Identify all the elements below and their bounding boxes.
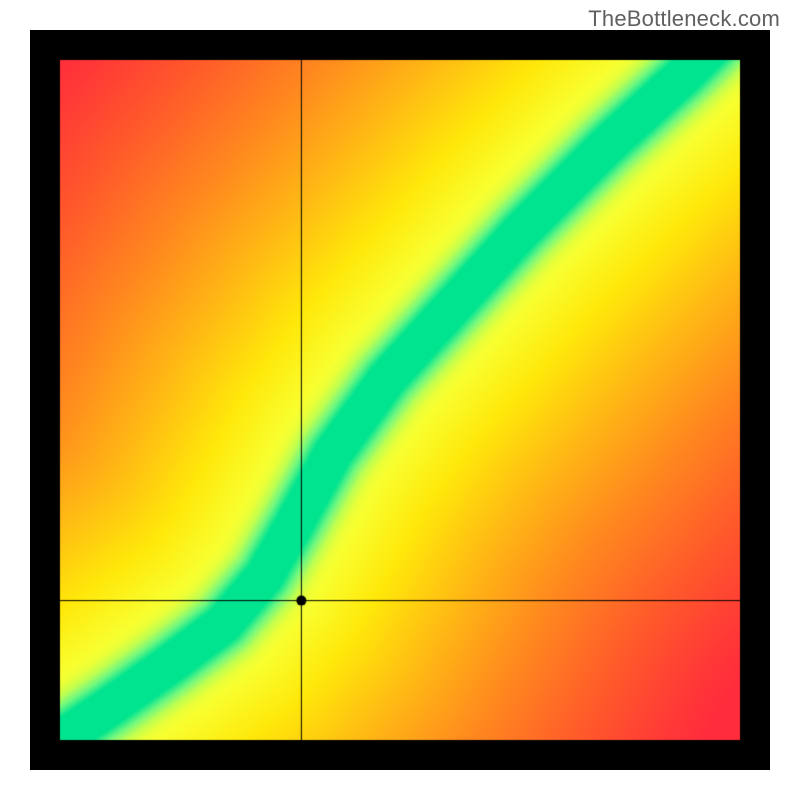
watermark-text: TheBottleneck.com xyxy=(588,6,780,32)
heatmap-canvas xyxy=(30,30,770,770)
figure-container: TheBottleneck.com xyxy=(0,0,800,800)
plot-area xyxy=(30,30,770,770)
